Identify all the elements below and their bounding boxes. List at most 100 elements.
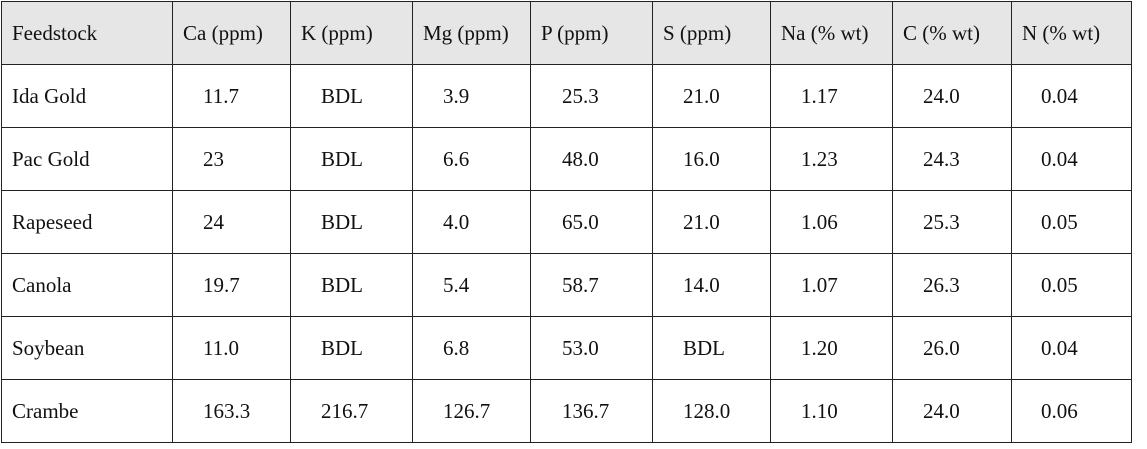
cell-value: 21.0 (683, 83, 720, 108)
cell-value: 24.3 (923, 146, 960, 171)
column-header-p: P (ppm) (530, 1, 653, 65)
cell-value: 0.05 (1041, 272, 1078, 297)
table-cell: 26.3 (892, 253, 1012, 317)
table-cell: BDL (290, 127, 413, 191)
feedstock-name-cell: Crambe (1, 379, 173, 443)
table-cell: 5.4 (412, 253, 531, 317)
cell-value: 24.0 (923, 83, 960, 108)
cell-value: 23 (203, 146, 224, 171)
column-header-na: Na (% wt) (770, 1, 893, 65)
table-cell: 11.0 (172, 316, 291, 380)
feedstock-name-cell: Pac Gold (1, 127, 173, 191)
cell-value: 16.0 (683, 146, 720, 171)
cell-value: 5.4 (443, 272, 470, 297)
cell-value: 0.05 (1041, 209, 1078, 234)
cell-value: 26.3 (923, 272, 960, 297)
cell-value: 6.8 (443, 335, 470, 360)
table-header: Feedstock Ca (ppm) K (ppm) Mg (ppm) P (p… (1, 1, 1132, 65)
cell-value: 24.0 (923, 398, 960, 423)
cell-value: 1.07 (801, 272, 838, 297)
table-cell: 19.7 (172, 253, 291, 317)
cell-value: BDL (321, 146, 363, 171)
cell-value: 4.0 (443, 209, 470, 234)
cell-value: 25.3 (923, 209, 960, 234)
table-cell: 24.3 (892, 127, 1012, 191)
cell-value: BDL (683, 335, 725, 360)
feedstock-table-container: Feedstock Ca (ppm) K (ppm) Mg (ppm) P (p… (1, 1, 1132, 443)
table-cell: 1.07 (770, 253, 893, 317)
table-cell: 16.0 (652, 127, 771, 191)
table-cell: 65.0 (530, 190, 653, 254)
feedstock-name-cell: Ida Gold (1, 64, 173, 128)
table-cell: 126.7 (412, 379, 531, 443)
table-cell: BDL (290, 64, 413, 128)
cell-value: 0.06 (1041, 398, 1078, 423)
header-row: Feedstock Ca (ppm) K (ppm) Mg (ppm) P (p… (1, 1, 1132, 65)
cell-value: 3.9 (443, 83, 470, 108)
cell-value: BDL (321, 209, 363, 234)
table-row: Rapeseed 24 BDL 4.0 65.0 21.0 1.06 25.3 … (1, 190, 1132, 254)
cell-value: BDL (321, 272, 363, 297)
table-cell: 23 (172, 127, 291, 191)
cell-value: 24 (203, 209, 224, 234)
table-cell: BDL (290, 190, 413, 254)
cell-value: 14.0 (683, 272, 720, 297)
table-cell: 6.8 (412, 316, 531, 380)
table-cell: 21.0 (652, 64, 771, 128)
cell-value: 163.3 (203, 398, 251, 423)
cell-value: 21.0 (683, 209, 720, 234)
cell-value: 1.10 (801, 398, 838, 423)
table-cell: 1.10 (770, 379, 893, 443)
table-cell: BDL (290, 316, 413, 380)
feedstock-name-cell: Soybean (1, 316, 173, 380)
feedstock-name-cell: Canola (1, 253, 173, 317)
cell-value: 216.7 (321, 398, 369, 423)
cell-value: 19.7 (203, 272, 240, 297)
cell-value: 1.20 (801, 335, 838, 360)
cell-value: 1.23 (801, 146, 838, 171)
column-header-k: K (ppm) (290, 1, 413, 65)
cell-value: 11.7 (203, 83, 239, 108)
feedstock-composition-table: Feedstock Ca (ppm) K (ppm) Mg (ppm) P (p… (1, 1, 1132, 443)
table-cell: 3.9 (412, 64, 531, 128)
cell-value: 0.04 (1041, 335, 1078, 360)
table-cell: 58.7 (530, 253, 653, 317)
table-cell: BDL (290, 253, 413, 317)
cell-value: 11.0 (203, 335, 239, 360)
table-row: Pac Gold 23 BDL 6.6 48.0 16.0 1.23 24.3 … (1, 127, 1132, 191)
cell-value: 0.04 (1041, 146, 1078, 171)
table-row: Canola 19.7 BDL 5.4 58.7 14.0 1.07 26.3 … (1, 253, 1132, 317)
cell-value: 126.7 (443, 398, 491, 423)
table-cell: 24.0 (892, 379, 1012, 443)
table-cell: 1.17 (770, 64, 893, 128)
cell-value: 1.06 (801, 209, 838, 234)
column-header-ca: Ca (ppm) (172, 1, 291, 65)
cell-value: 53.0 (562, 335, 599, 360)
table-cell: 4.0 (412, 190, 531, 254)
table-cell: 26.0 (892, 316, 1012, 380)
table-cell: 24.0 (892, 64, 1012, 128)
table-cell: 0.04 (1011, 316, 1132, 380)
table-cell: 0.04 (1011, 127, 1132, 191)
table-cell: 11.7 (172, 64, 291, 128)
column-header-mg: Mg (ppm) (412, 1, 531, 65)
column-header-c: C (% wt) (892, 1, 1012, 65)
cell-value: 128.0 (683, 398, 731, 423)
table-row: Crambe 163.3 216.7 126.7 136.7 128.0 1.1… (1, 379, 1132, 443)
table-cell: BDL (652, 316, 771, 380)
table-cell: 0.05 (1011, 253, 1132, 317)
table-cell: 6.6 (412, 127, 531, 191)
table-cell: 163.3 (172, 379, 291, 443)
table-cell: 53.0 (530, 316, 653, 380)
cell-value: BDL (321, 83, 363, 108)
table-body: Ida Gold 11.7 BDL 3.9 25.3 21.0 1.17 24.… (1, 64, 1132, 443)
cell-value: 65.0 (562, 209, 599, 234)
cell-value: 26.0 (923, 335, 960, 360)
table-cell: 25.3 (530, 64, 653, 128)
cell-value: 6.6 (443, 146, 470, 171)
table-row: Ida Gold 11.7 BDL 3.9 25.3 21.0 1.17 24.… (1, 64, 1132, 128)
cell-value: 48.0 (562, 146, 599, 171)
table-cell: 0.05 (1011, 190, 1132, 254)
column-header-s: S (ppm) (652, 1, 771, 65)
table-cell: 48.0 (530, 127, 653, 191)
